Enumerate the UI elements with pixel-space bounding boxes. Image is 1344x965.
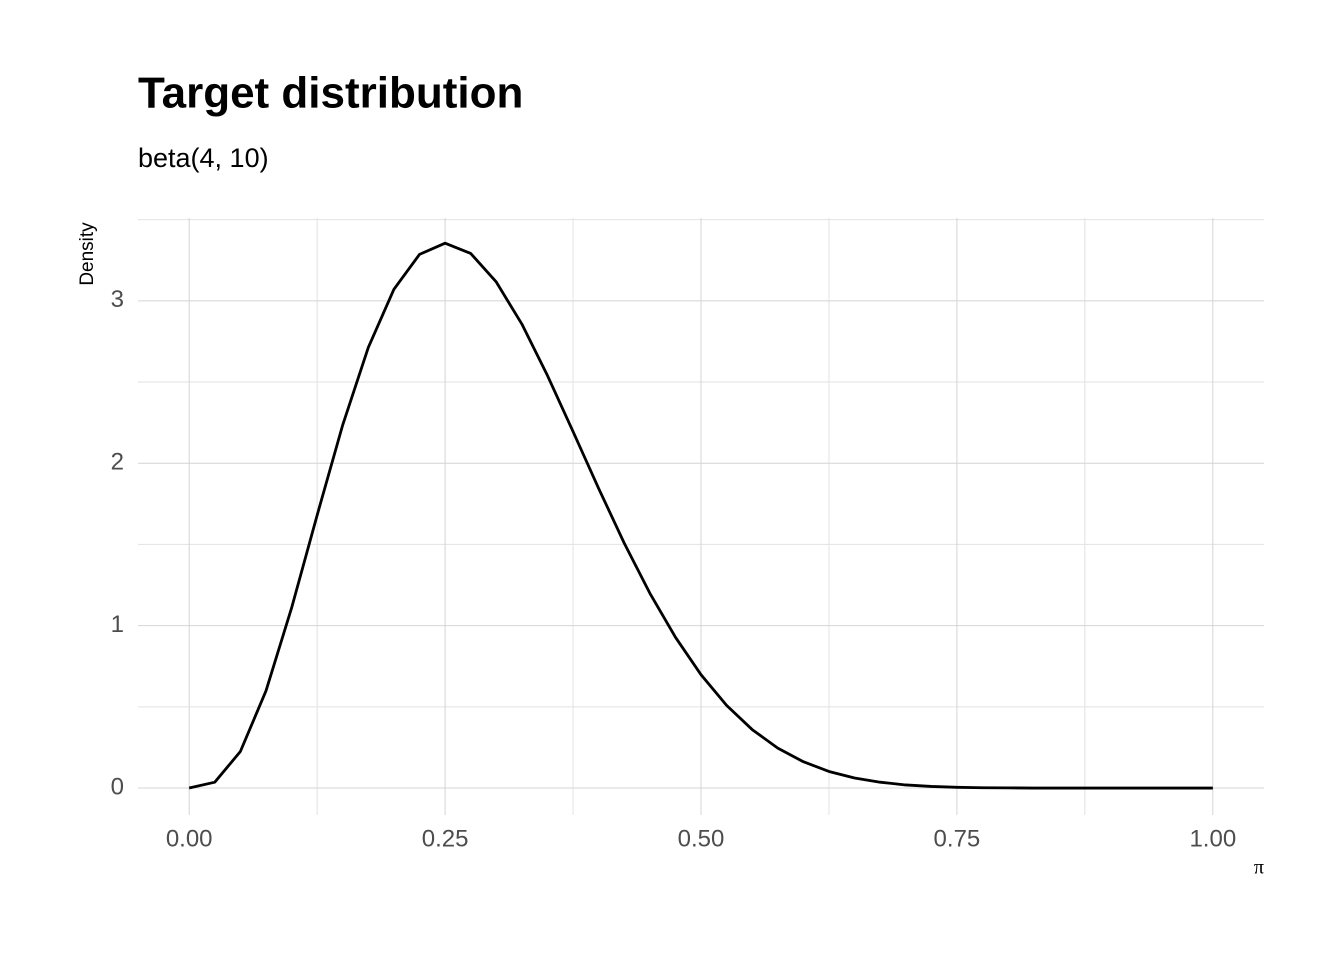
x-tick-label: 0.50 [678,825,725,852]
chart-subtitle: beta(4, 10) [138,143,269,173]
x-tick-label: 0.75 [934,825,981,852]
x-tick-label: 1.00 [1189,825,1236,852]
y-tick-label: 1 [111,611,124,638]
y-tick-label: 0 [111,773,124,800]
x-tick-label: 0.00 [166,825,213,852]
y-tick-label: 3 [111,286,124,313]
y-axis-label: Density [77,222,98,286]
chart-title: Target distribution [138,69,523,118]
x-tick-label: 0.25 [422,825,469,852]
y-tick-label: 2 [111,449,124,476]
x-axis-label: π [1254,857,1264,879]
density-line [188,241,1213,790]
